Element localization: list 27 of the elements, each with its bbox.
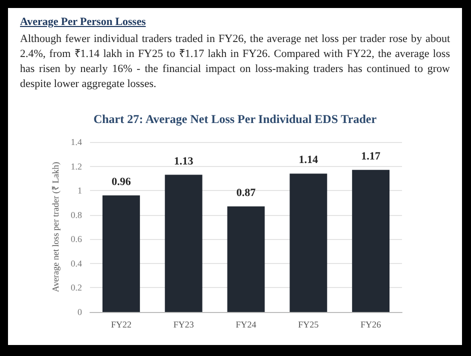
chart-title: Chart 27: Average Net Loss Per Individual EDS Trader [93, 112, 378, 126]
data-label: 1.14 [298, 154, 319, 166]
x-tick-label: FY23 [173, 320, 194, 330]
y-tick-label: 0.4 [70, 258, 82, 268]
bar [102, 195, 140, 312]
y-tick-label: 0 [78, 307, 82, 317]
bar [164, 174, 202, 312]
text: Although fewer individual traders traded in FY26, the average net loss per trader rose by about 2.4%, from ₹1.14 lakh in FY25 to ₹1.17 lakh in FY26. Compared with FY22, the average loss has risen by nearly 16% - the financial impact on loss-making traders has continued to grow despite lower aggregate losses. [20, 32, 450, 92]
x-tick-label: FY24 [236, 320, 257, 330]
data-label: 1.13 [174, 155, 194, 168]
data-label: 0.87 [236, 186, 256, 199]
x-tick-label: FY26 [360, 320, 382, 330]
x-tick-label: FY22 [110, 320, 132, 330]
y-tick-label: 0.6 [70, 234, 82, 244]
bar [352, 170, 390, 312]
y-axis-title: Average net loss per trader (₹ Lakh) [50, 162, 60, 292]
y-tick-label: 1.2 [70, 161, 82, 172]
data-label: 0.96 [112, 176, 132, 188]
x-tick-label: FY25 [298, 320, 320, 330]
y-tick-label: 0.2 [70, 282, 82, 293]
y-tick-label: 0.8 [70, 210, 82, 220]
y-tick-label: 1.4 [70, 137, 82, 147]
y-tick-label: 1 [78, 186, 82, 196]
bar [290, 174, 328, 312]
bar [227, 206, 265, 312]
data-label: 1.17 [361, 150, 381, 162]
text: Average Per Person Losses [20, 16, 146, 28]
